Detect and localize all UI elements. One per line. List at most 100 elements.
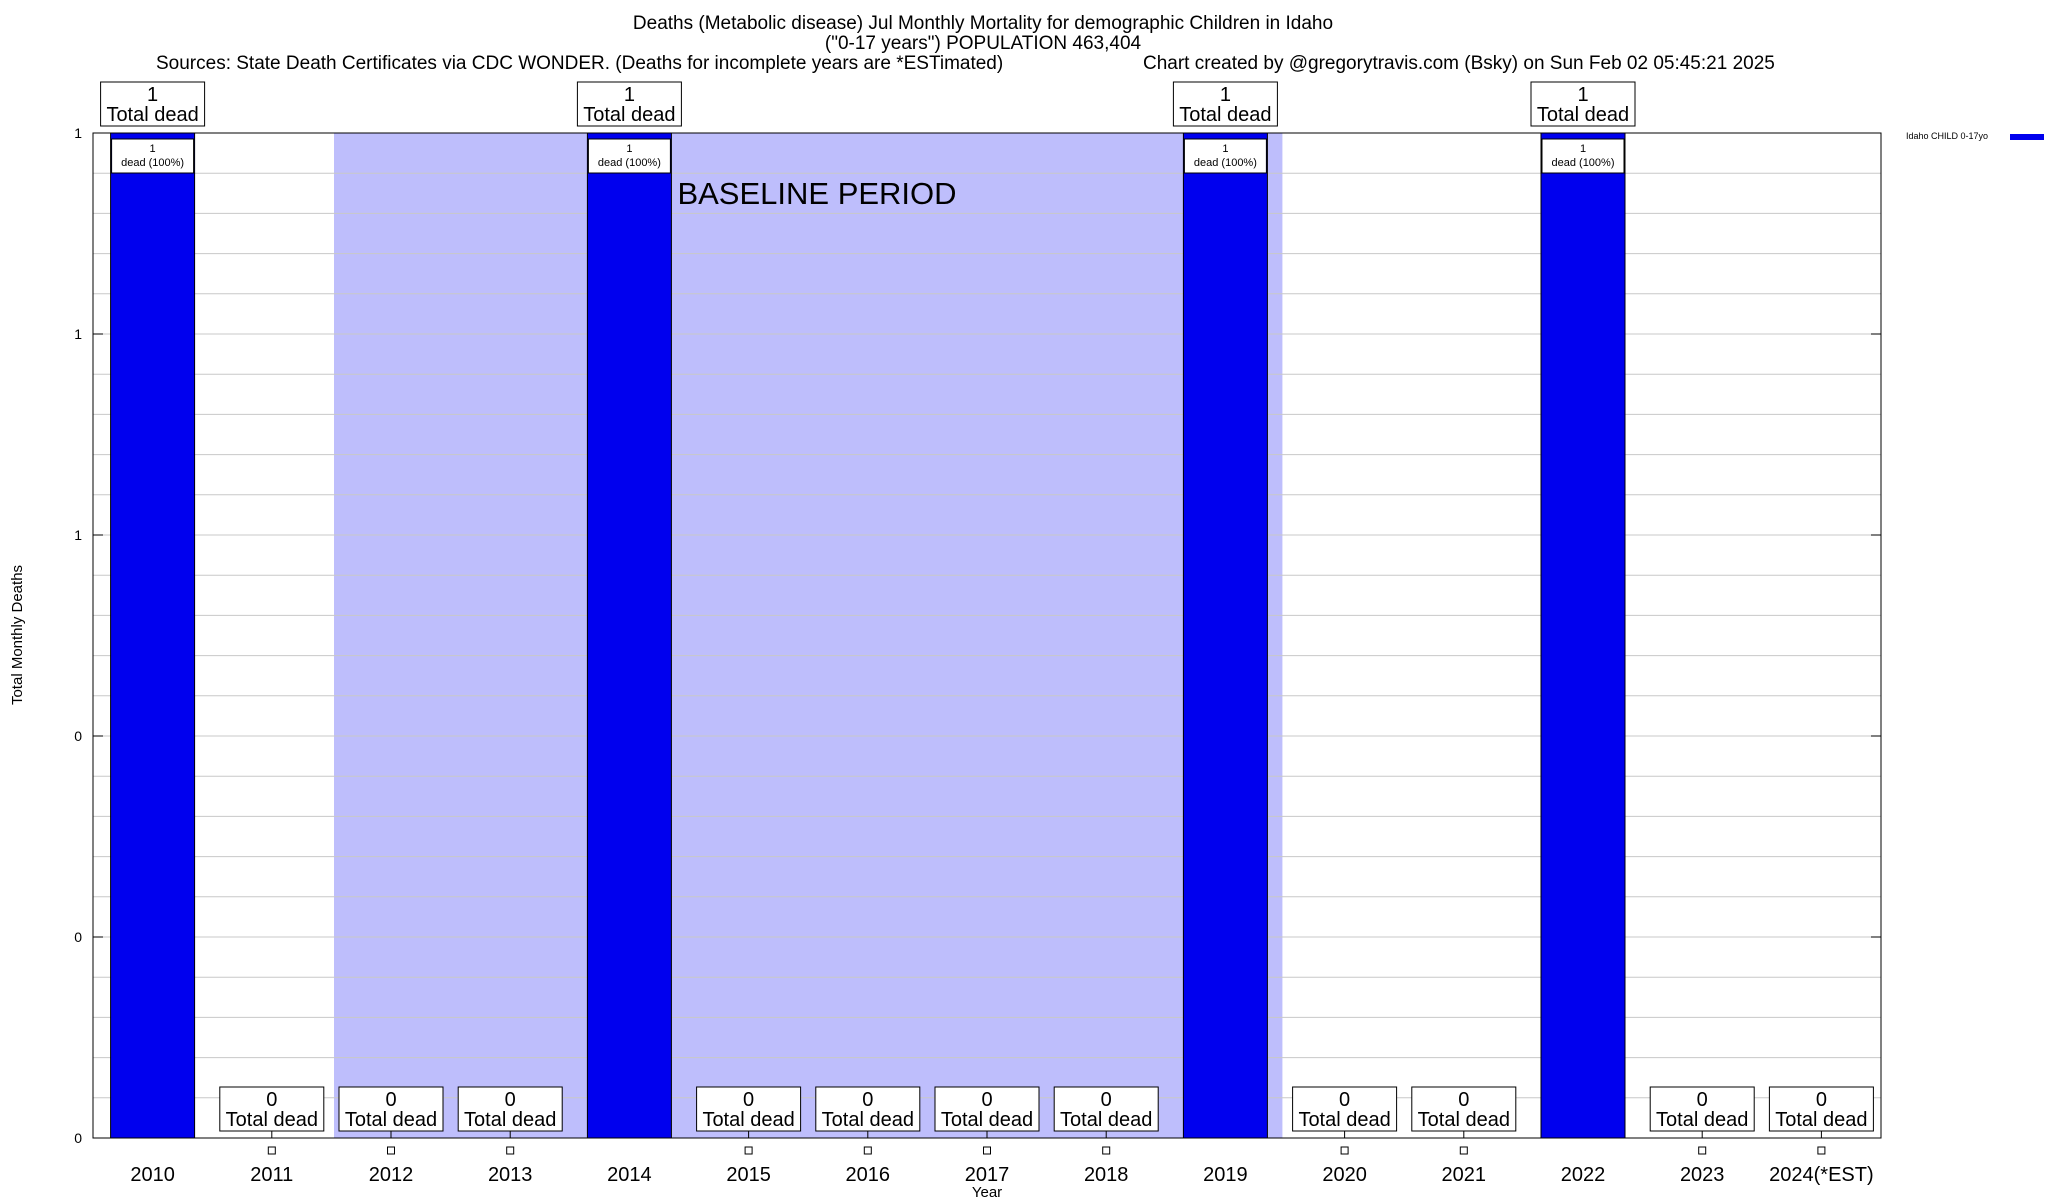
bar-inner-count: 1 bbox=[150, 143, 156, 155]
bar-inner-count: 1 bbox=[626, 143, 632, 155]
x-tick-label: 2013 bbox=[488, 1164, 533, 1186]
total-label-count: 0 bbox=[505, 1089, 516, 1111]
x-tick-label: 2023 bbox=[1680, 1164, 1725, 1186]
bar bbox=[110, 132, 196, 1139]
chart-title-line1: Deaths (Metabolic disease) Jul Monthly M… bbox=[632, 13, 1334, 34]
total-label-count: 1 bbox=[624, 84, 635, 106]
x-tick-label: 2021 bbox=[1442, 1164, 1487, 1186]
total-label-count: 0 bbox=[1816, 1089, 1827, 1111]
y-tick-label: 1 bbox=[74, 527, 82, 543]
y-tick-label: 0 bbox=[74, 1130, 82, 1146]
x-tick-label: 2024(*EST) bbox=[1769, 1164, 1874, 1186]
total-label-box bbox=[457, 1086, 563, 1132]
total-label-text: Total dead bbox=[464, 1109, 556, 1131]
total-label-text: Total dead bbox=[106, 104, 198, 126]
total-label-text: Total dead bbox=[226, 1109, 318, 1131]
bar-inner-label: dead (100%) bbox=[1194, 157, 1257, 169]
zero-bar-marker bbox=[1459, 1146, 1468, 1155]
total-label-box bbox=[696, 1086, 802, 1132]
total-label-count: 0 bbox=[1339, 1089, 1350, 1111]
zero-bar-marker bbox=[267, 1146, 276, 1155]
y-tick-label: 0 bbox=[74, 728, 82, 744]
total-label-count: 0 bbox=[981, 1089, 992, 1111]
total-label-box bbox=[1292, 1086, 1398, 1132]
total-label-count: 0 bbox=[1458, 1089, 1469, 1111]
total-label-count: 0 bbox=[1697, 1089, 1708, 1111]
x-tick-label: 2010 bbox=[130, 1164, 175, 1186]
total-label-count: 1 bbox=[1220, 84, 1231, 106]
x-tick-label: 2017 bbox=[965, 1164, 1010, 1186]
legend-label: Idaho CHILD 0-17yo bbox=[1906, 131, 1989, 141]
x-tick-label: 2011 bbox=[250, 1164, 293, 1186]
bar-inner-label-box bbox=[111, 138, 195, 174]
total-label-box bbox=[1172, 81, 1278, 127]
zero-bar-marker bbox=[387, 1146, 395, 1155]
bar bbox=[1540, 132, 1626, 1139]
bar-inner-label-box bbox=[1183, 138, 1267, 174]
total-label-text: Total dead bbox=[702, 1109, 794, 1131]
total-label-text: Total dead bbox=[1298, 1109, 1390, 1131]
x-tick-label: 2012 bbox=[369, 1164, 414, 1186]
chart-credit: Chart created by @gregorytravis.com (Bsk… bbox=[1143, 53, 1775, 74]
x-tick-label: 2019 bbox=[1203, 1164, 1248, 1186]
bar-inner-label-box bbox=[587, 138, 671, 174]
zero-bar-marker bbox=[506, 1146, 515, 1155]
total-label-text: Total dead bbox=[941, 1109, 1033, 1131]
total-label-text: Total dead bbox=[1656, 1109, 1748, 1131]
total-label-box bbox=[338, 1086, 444, 1132]
x-tick-label: 2022 bbox=[1561, 1164, 1606, 1186]
bar-inner-count: 1 bbox=[1222, 143, 1228, 155]
total-label-text: Total dead bbox=[1060, 1109, 1152, 1131]
total-label-text: Total dead bbox=[345, 1109, 437, 1131]
x-tick-label: 2014 bbox=[607, 1164, 652, 1186]
baseline-label: BASELINE PERIOD bbox=[677, 176, 956, 211]
total-label-count: 0 bbox=[385, 1089, 396, 1111]
y-tick-label: 1 bbox=[74, 125, 82, 141]
total-label-count: 1 bbox=[1577, 84, 1588, 106]
bar-inner-label: dead (100%) bbox=[121, 157, 184, 169]
x-tick-label: 2016 bbox=[846, 1164, 891, 1186]
total-label-box bbox=[1649, 1086, 1755, 1132]
total-label-text: Total dead bbox=[1775, 1109, 1867, 1131]
baseline-shade bbox=[334, 133, 1283, 1138]
y-tick-label: 1 bbox=[74, 326, 82, 342]
x-tick-label: 2015 bbox=[726, 1164, 771, 1186]
zero-bar-marker bbox=[1340, 1146, 1349, 1155]
x-tick-label: 2018 bbox=[1084, 1164, 1129, 1186]
chart-title-line2: ("0-17 years") POPULATION 463,404 bbox=[824, 33, 1142, 54]
y-tick-label: 0 bbox=[74, 929, 82, 945]
chart-sources: Sources: State Death Certificates via CD… bbox=[156, 53, 1004, 74]
total-label-text: Total dead bbox=[1418, 1109, 1510, 1131]
zero-bar-marker bbox=[744, 1146, 753, 1155]
plot-frame bbox=[92, 132, 1882, 1139]
total-label-box bbox=[1768, 1086, 1874, 1132]
total-label-box bbox=[815, 1086, 921, 1132]
total-label-count: 0 bbox=[743, 1089, 754, 1111]
total-label-box bbox=[576, 81, 682, 127]
total-label-count: 0 bbox=[1101, 1089, 1112, 1111]
bar bbox=[586, 132, 672, 1139]
zero-bar-marker bbox=[1698, 1146, 1707, 1155]
x-axis-title: Year bbox=[972, 1184, 1002, 1200]
zero-bar-marker bbox=[1817, 1146, 1826, 1155]
total-label-box bbox=[1053, 1086, 1159, 1132]
x-tick-label: 2020 bbox=[1322, 1164, 1367, 1186]
total-label-count: 1 bbox=[147, 84, 158, 106]
bar-inner-count: 1 bbox=[1580, 143, 1586, 155]
bar bbox=[1182, 132, 1268, 1139]
zero-bar-marker bbox=[863, 1146, 872, 1155]
zero-bar-marker bbox=[1102, 1146, 1111, 1155]
total-label-box bbox=[934, 1086, 1040, 1132]
bar-inner-label: dead (100%) bbox=[1552, 157, 1615, 169]
total-label-box bbox=[1530, 81, 1636, 127]
total-label-box bbox=[100, 81, 206, 127]
zero-bar-marker bbox=[983, 1146, 991, 1155]
bar-inner-label: dead (100%) bbox=[598, 157, 661, 169]
total-label-box bbox=[219, 1086, 325, 1132]
legend-swatch bbox=[2010, 134, 2044, 140]
total-label-count: 0 bbox=[862, 1089, 873, 1111]
total-label-text: Total dead bbox=[822, 1109, 914, 1131]
total-label-text: Total dead bbox=[1179, 104, 1271, 126]
total-label-text: Total dead bbox=[583, 104, 675, 126]
